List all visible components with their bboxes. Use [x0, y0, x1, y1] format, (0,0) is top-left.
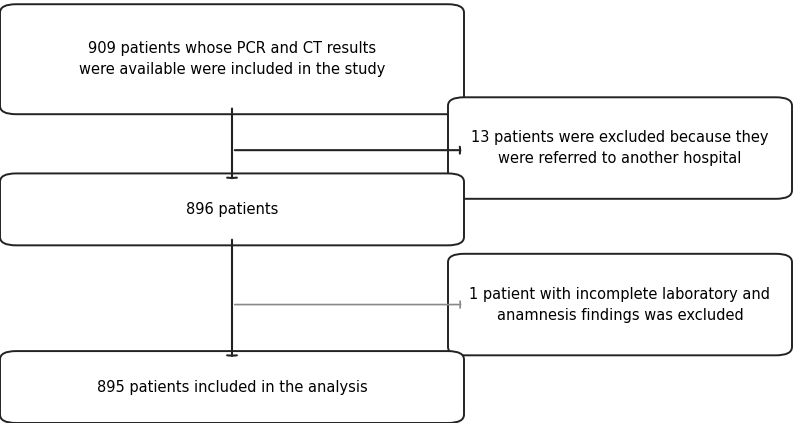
FancyBboxPatch shape [0, 351, 464, 423]
Text: 895 patients included in the analysis: 895 patients included in the analysis [97, 379, 367, 395]
Text: 1 patient with incomplete laboratory and
anamnesis findings was excluded: 1 patient with incomplete laboratory and… [470, 286, 770, 323]
Text: 909 patients whose PCR and CT results
were available were included in the study: 909 patients whose PCR and CT results we… [79, 41, 385, 77]
FancyBboxPatch shape [0, 4, 464, 114]
FancyBboxPatch shape [448, 97, 792, 199]
FancyBboxPatch shape [0, 173, 464, 245]
Text: 896 patients: 896 patients [186, 202, 278, 217]
Text: 13 patients were excluded because they
were referred to another hospital: 13 patients were excluded because they w… [471, 130, 769, 166]
FancyBboxPatch shape [448, 254, 792, 355]
